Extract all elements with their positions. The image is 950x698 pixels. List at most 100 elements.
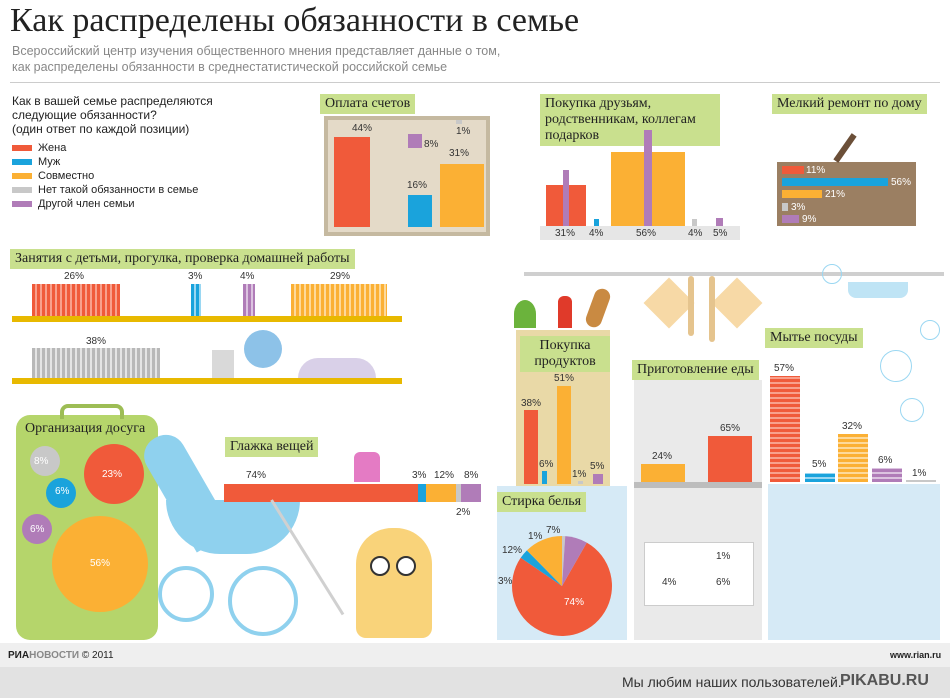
dishes-bar-together <box>838 434 868 482</box>
groceries-label-none: 1% <box>572 469 587 480</box>
dishes-label-husband: 5% <box>812 459 827 470</box>
groceries-label-husband: 6% <box>539 459 554 470</box>
dishes-label-none: 1% <box>912 468 927 479</box>
dishes-title: Мытье посуды <box>765 328 863 348</box>
kids-bar-together <box>291 284 387 316</box>
bills-bar-wife <box>334 137 370 227</box>
stroller-wheel-left <box>158 566 214 622</box>
repair-bar-husband <box>782 178 888 186</box>
dishes-bar-none <box>906 480 936 482</box>
kids-bar-wife <box>32 284 120 316</box>
bread-icon <box>583 286 613 330</box>
laundry-label-other: 7% <box>546 525 561 536</box>
bottle-icon <box>558 296 572 328</box>
leisure-label-wife: 23% <box>102 469 123 480</box>
page-title: Как распределены обязанности в семье <box>10 2 580 39</box>
groceries-bar-other <box>593 474 603 484</box>
subtitle-line-1: Всероссийский центр изучения общественно… <box>12 44 501 58</box>
legend-swatch <box>12 145 32 152</box>
leisure-circle-husband <box>46 478 76 508</box>
gifts-ribbon <box>563 170 569 226</box>
ironing-label-husband: 3% <box>412 470 427 481</box>
subtitle-line-2: как распределены обязанности в среднеста… <box>12 60 448 74</box>
ironing-bar-wife <box>224 484 418 502</box>
kids-label-none: 38% <box>86 336 107 347</box>
hammer-icon <box>833 133 857 163</box>
cooking-label-husband: 4% <box>662 577 677 588</box>
kids-bar-husband <box>191 284 201 316</box>
gifts-bar-husband <box>594 219 599 226</box>
kitchen-rail <box>524 272 944 276</box>
gifts-label-wife: 31% <box>555 228 576 239</box>
cat-illustration <box>356 528 432 638</box>
legend-item-husband: Муж <box>12 156 60 168</box>
potholder-icon <box>643 277 695 329</box>
kids-bar-none <box>32 348 160 378</box>
leisure-label-together: 56% <box>90 558 111 569</box>
repair-label-husband: 56% <box>891 177 912 188</box>
groceries-bar-none <box>578 481 583 484</box>
kids-bar-other <box>243 284 255 316</box>
gifts-title: Покупка друзьям, родственникам, коллегам… <box>540 94 720 146</box>
bills-label-none: 1% <box>456 126 471 137</box>
groceries-title: Покупка продуктов <box>520 336 610 372</box>
footer-bar <box>0 643 950 667</box>
kids-shelf-2 <box>12 378 402 384</box>
cups-icon <box>848 282 908 298</box>
ironing-bar-other <box>461 484 481 502</box>
legend-swatch <box>12 173 32 180</box>
ironing-bar-husband <box>418 484 426 502</box>
pencil-cup-icon <box>212 350 234 378</box>
bills-bar-husband <box>408 195 432 227</box>
legend-item-together: Совместно <box>12 170 94 182</box>
potholder-icon-2 <box>711 277 763 329</box>
bills-bar-other <box>408 134 422 148</box>
leisure-circle-other <box>22 514 52 544</box>
ironing-label-wife: 74% <box>246 470 267 481</box>
repair-bar-together <box>782 190 822 198</box>
kids-shelf-1 <box>12 316 402 322</box>
leisure-circle-none <box>30 446 60 476</box>
sink-cabinet <box>768 484 940 640</box>
bubble-icon <box>822 264 842 284</box>
globe-icon <box>244 330 282 368</box>
oven-window <box>644 542 754 606</box>
groceries-bar-together <box>557 386 571 484</box>
pikabu-logo[interactable]: PIKABU.RU <box>840 672 929 689</box>
stove-top <box>634 482 762 488</box>
bills-label-husband: 16% <box>407 180 428 191</box>
kids-label-other: 4% <box>240 271 255 282</box>
legend-swatch <box>12 201 32 208</box>
question-line-2: следующие обязанности? <box>12 108 157 122</box>
legend-swatch <box>12 159 32 166</box>
spoon-icon <box>688 276 694 336</box>
legend-swatch <box>12 187 32 194</box>
legend-item-wife: Жена <box>12 142 66 154</box>
dishes-label-wife: 57% <box>774 363 795 374</box>
gifts-ribbon-large <box>644 130 652 226</box>
cooking-label-wife: 65% <box>720 423 741 434</box>
iron-icon <box>354 452 380 482</box>
laundry-pie-slice-0 <box>512 542 612 636</box>
suitcase-handle <box>60 404 124 422</box>
dishes-bar-husband <box>805 473 835 482</box>
cooking-label-other: 6% <box>716 577 731 588</box>
ironing-label-other: 8% <box>464 470 479 481</box>
repair-bar-other <box>782 215 799 223</box>
legend-item-other: Другой член семьи <box>12 198 135 210</box>
header-divider <box>10 82 940 83</box>
source-url[interactable]: www.rian.ru <box>890 650 942 660</box>
greens-icon <box>514 300 536 328</box>
laundry-pie <box>512 536 612 636</box>
laundry-label-husband: 3% <box>498 576 513 587</box>
bubble-icon <box>880 350 912 382</box>
gifts-label-other: 5% <box>713 228 728 239</box>
ironing-label-together: 12% <box>434 470 455 481</box>
question-line-1: Как в вашей семье распределяются <box>12 94 213 108</box>
leisure-circle-together <box>52 516 148 612</box>
stroller-body <box>166 500 300 554</box>
repair-label-other: 9% <box>802 214 817 225</box>
repair-title: Мелкий ремонт по дому <box>772 94 927 114</box>
bubble-icon <box>900 398 924 422</box>
ironing-bar-together <box>426 484 456 502</box>
